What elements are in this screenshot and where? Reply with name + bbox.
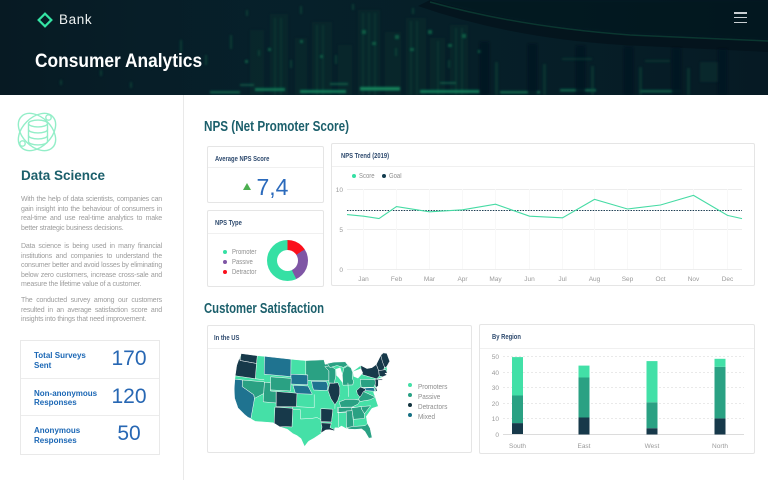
svg-text:Feb: Feb: [391, 276, 403, 283]
svg-text:North: North: [712, 443, 728, 450]
svg-text:Nov: Nov: [688, 276, 700, 283]
svg-text:40: 40: [492, 370, 500, 377]
svg-text:Mar: Mar: [424, 276, 436, 283]
svg-text:Jan: Jan: [358, 276, 369, 283]
svg-text:Jun: Jun: [524, 276, 535, 283]
svg-text:30: 30: [492, 385, 500, 392]
svg-text:50: 50: [492, 354, 500, 361]
svg-text:Oct: Oct: [655, 276, 665, 283]
svg-text:May: May: [489, 276, 502, 283]
svg-text:Jul: Jul: [558, 276, 567, 283]
svg-text:Dec: Dec: [722, 276, 734, 283]
svg-text:10: 10: [336, 187, 344, 194]
svg-text:Sep: Sep: [622, 276, 634, 283]
svg-text:Aug: Aug: [589, 276, 601, 283]
svg-text:10: 10: [492, 416, 500, 423]
svg-text:Apr: Apr: [457, 276, 468, 283]
svg-text:West: West: [645, 443, 660, 450]
svg-text:5: 5: [339, 227, 343, 234]
svg-text:South: South: [509, 443, 526, 450]
svg-text:0: 0: [339, 267, 343, 274]
svg-text:20: 20: [492, 401, 500, 408]
svg-text:0: 0: [495, 432, 499, 439]
svg-text:East: East: [577, 443, 590, 450]
